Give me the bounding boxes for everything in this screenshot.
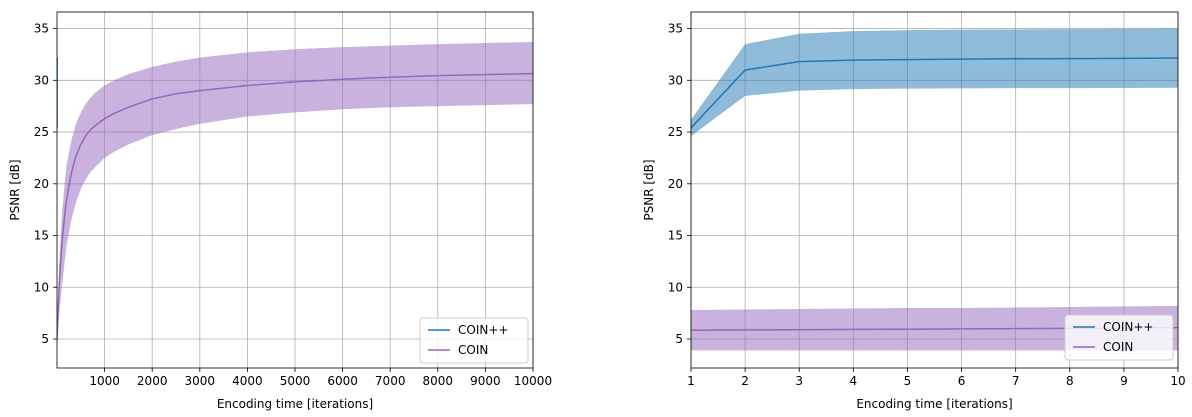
- y-tick-label: 25: [668, 125, 683, 139]
- y-tick-label: 15: [34, 229, 49, 243]
- y-axis-label: PSNR [dB]: [8, 159, 22, 220]
- band-coin: [57, 42, 533, 342]
- x-tick-label: 4: [850, 374, 858, 388]
- x-tick-label: 6000: [327, 374, 358, 388]
- y-tick-label: 15: [668, 229, 683, 243]
- legend-label-coinpp: COIN++: [1103, 320, 1153, 334]
- chart-panel-1: 1000 2000 3000 4000 5000 6000 7000 8000 9000 1000…: [8, 11, 552, 411]
- chart-panel-2: 1 2 3 4 5 6 7 8 9 10 5 10 15 20 25 30 35 Encoding time [i…: [642, 11, 1186, 411]
- y-tick-label: 30: [668, 73, 683, 87]
- x-tick-label: 2000: [137, 374, 168, 388]
- y-tick-label: 5: [41, 332, 49, 346]
- band-coin: [691, 305, 1178, 351]
- x-tick-label: 8000: [423, 374, 454, 388]
- x-tick-label: 5: [904, 374, 912, 388]
- legend: COIN++ COIN: [1064, 314, 1174, 361]
- legend-label-coin: COIN: [1103, 340, 1133, 354]
- x-tick-label: 7: [1012, 374, 1020, 388]
- plot-area: [691, 28, 1178, 351]
- y-axis-label: PSNR [dB]: [642, 159, 656, 220]
- x-axis-label: Encoding time [iterations]: [856, 397, 1012, 411]
- x-axis-label: Encoding time [iterations]: [217, 397, 373, 411]
- x-tick-label: 3: [795, 374, 803, 388]
- line-coin: [57, 72, 533, 340]
- y-tick-label: 20: [34, 177, 49, 191]
- x-tick-label: 1: [687, 374, 695, 388]
- legend: COIN++ COIN: [419, 317, 529, 364]
- x-tick-label: 4000: [232, 374, 263, 388]
- x-tick-label: 9: [1120, 374, 1128, 388]
- x-tick-label: 3000: [185, 374, 216, 388]
- line-coinpp: [691, 57, 1178, 129]
- x-tick-label: 1000: [89, 374, 120, 388]
- legend-label-coinpp: COIN++: [458, 323, 508, 337]
- y-tick-label: 25: [34, 125, 49, 139]
- legend-label-coin: COIN: [458, 343, 488, 357]
- x-tick-label: 6: [958, 374, 966, 388]
- axes-frame: [690, 11, 1179, 369]
- x-tick-label: 5000: [280, 374, 311, 388]
- x-tick-label: 10000: [514, 374, 552, 388]
- band-coinpp: [691, 28, 1178, 137]
- x-tick-label: 7000: [375, 374, 406, 388]
- y-tick-label: 20: [668, 177, 683, 191]
- y-tick-label: 35: [34, 22, 49, 36]
- y-tick-label: 30: [34, 73, 49, 87]
- x-tick-label: 9000: [470, 374, 501, 388]
- y-tick-label: 10: [34, 280, 49, 294]
- y-tick-label: 35: [668, 22, 683, 36]
- x-tick-label: 10: [1170, 374, 1185, 388]
- y-tick-label: 10: [668, 280, 683, 294]
- y-tick-label: 5: [675, 332, 683, 346]
- x-tick-label: 2: [741, 374, 749, 388]
- x-tick-label: 8: [1066, 374, 1074, 388]
